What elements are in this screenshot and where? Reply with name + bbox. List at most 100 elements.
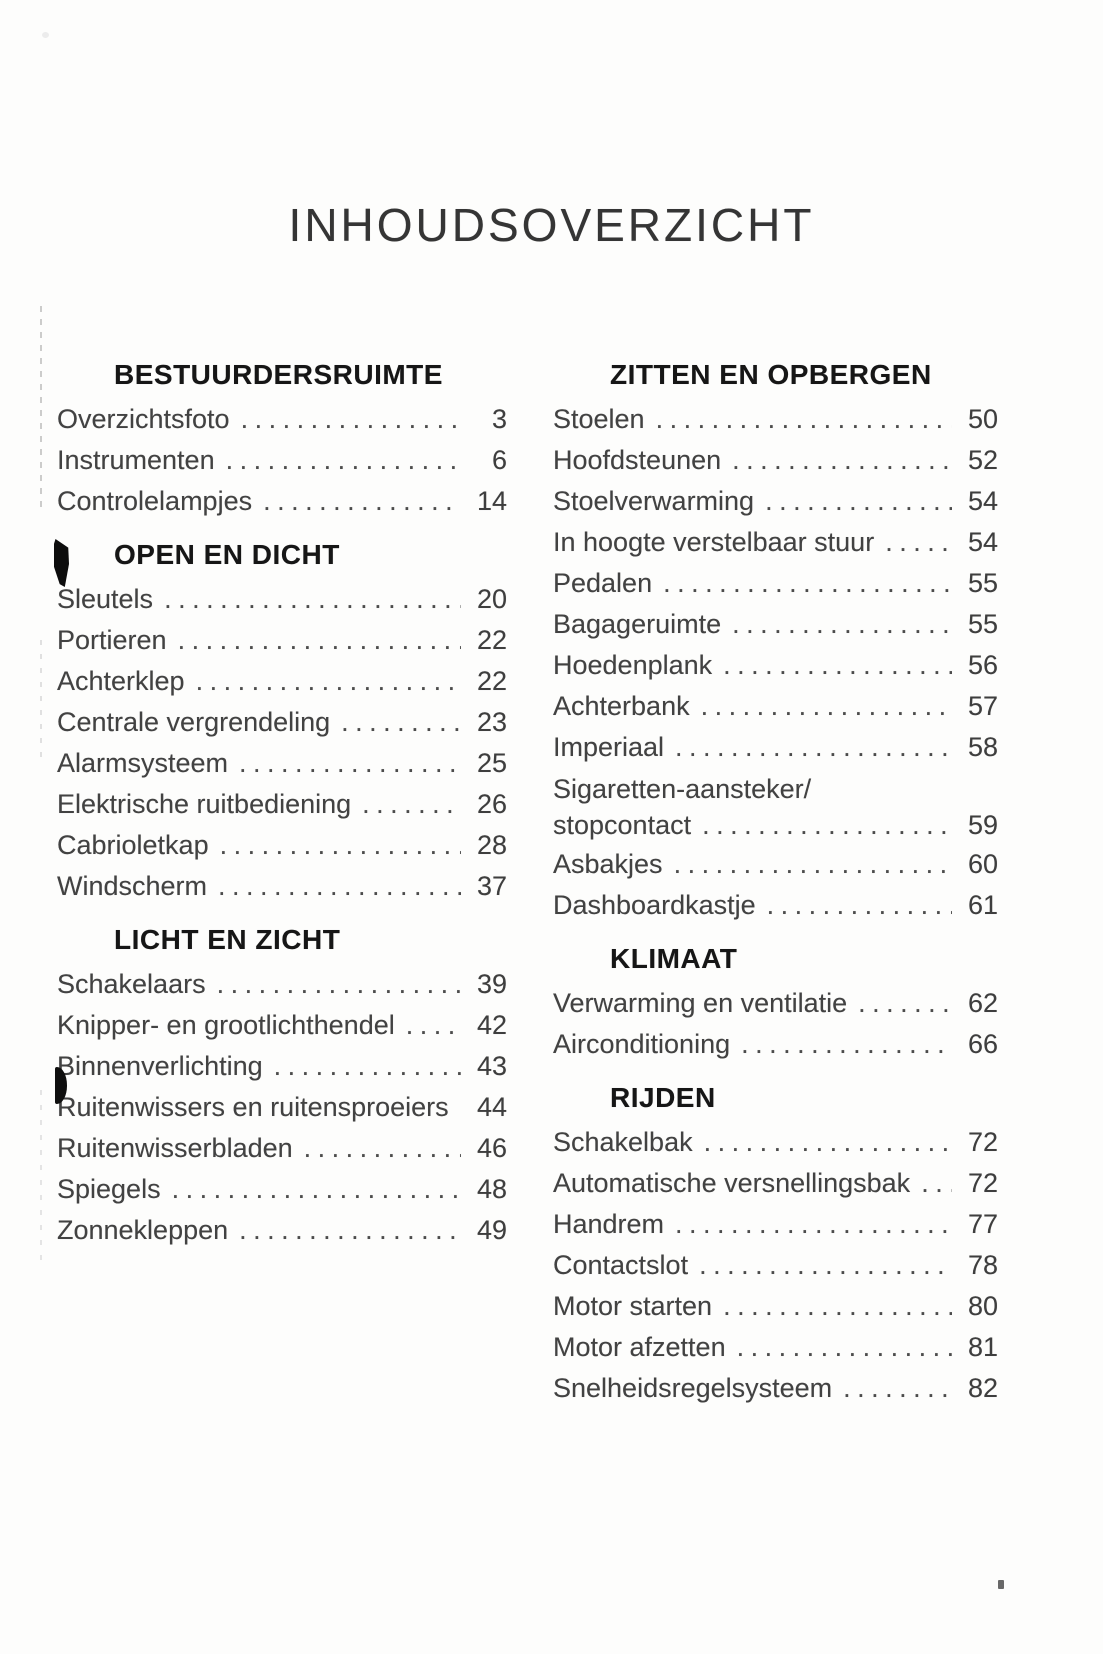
toc-item: Ruitenwisserbladen......................…	[57, 1128, 507, 1169]
toc-item: Alarmsysteem............................…	[57, 743, 507, 784]
toc-item-page: 78	[967, 1250, 998, 1280]
toc-item-label: Hoofdsteunen	[553, 445, 722, 475]
toc-item: Motor starten...........................…	[553, 1286, 998, 1327]
toc-item-label: In hoogte verstelbaar stuur	[553, 527, 875, 557]
toc-item-page: 46	[476, 1133, 507, 1163]
dot-leader: ........................................…	[341, 707, 461, 737]
toc-item: stopcontact.............................…	[553, 807, 998, 844]
toc-item: In hoogte verstelbaar stuur.............…	[553, 522, 998, 563]
toc-item: Instrumenten............................…	[57, 440, 507, 481]
dot-leader: ........................................…	[216, 969, 461, 999]
toc-item-label: Cabrioletkap	[57, 830, 209, 860]
toc-item-page: 3	[491, 404, 507, 434]
dot-leader: ........................................…	[273, 1051, 461, 1081]
toc-item-label: Knipper- en grootlichthendel	[57, 1010, 395, 1040]
toc-item-page: 60	[967, 849, 998, 879]
toc-item: Pedalen.................................…	[553, 563, 998, 604]
toc-item-label: Instrumenten	[57, 445, 215, 475]
toc-item-label: Contactslot	[553, 1250, 689, 1280]
toc-item-label: Binnenverlichting	[57, 1051, 263, 1081]
toc-item: Binnenverlichting.......................…	[57, 1046, 507, 1087]
toc-item-page: 48	[476, 1174, 507, 1204]
toc-item-label: Hoedenplank	[553, 650, 713, 680]
toc-item: Automatische versnellingsbak............…	[553, 1163, 998, 1204]
toc-item-page: 39	[476, 969, 507, 999]
toc-item-label: Stoelen	[553, 404, 645, 434]
toc-item: Ruitenwissers en ruitensproeiers........…	[57, 1087, 507, 1128]
toc-section-heading: LICHT EN ZICHT	[114, 924, 341, 955]
toc-item-label: Portieren	[57, 625, 167, 655]
toc-item-page: 55	[967, 609, 998, 639]
toc-item-page: 42	[476, 1010, 507, 1040]
toc-item: Elektrische ruitbediening...............…	[57, 784, 507, 825]
toc-item-page: 80	[967, 1291, 998, 1321]
dot-leader: ........................................…	[171, 1174, 461, 1204]
toc-item-page: 50	[967, 404, 998, 434]
ink-smudge	[54, 539, 69, 587]
dot-leader: ........................................…	[723, 650, 952, 680]
toc-item-page: 54	[967, 527, 998, 557]
dot-leader: ........................................…	[702, 810, 952, 840]
toc-item-page: 54	[967, 486, 998, 516]
toc-item: Hoedenplank.............................…	[553, 645, 998, 686]
toc-item-page: 82	[967, 1373, 998, 1403]
toc-item-label: Motor afzetten	[553, 1332, 726, 1362]
toc-item: Knipper- en grootlichthendel............…	[57, 1005, 507, 1046]
toc-item-label: Sleutels	[57, 584, 154, 614]
dot-leader: ........................................…	[766, 890, 952, 920]
dot-leader: ........................................…	[303, 1133, 461, 1163]
toc-item-label: Controlelampjes	[57, 486, 253, 516]
toc-item: Windscherm..............................…	[57, 866, 507, 907]
toc-item-label: stopcontact	[553, 810, 692, 840]
toc-item-page: 26	[476, 789, 507, 819]
toc-item: Contactslot.............................…	[553, 1245, 998, 1286]
dot-leader: ........................................…	[240, 404, 461, 434]
dot-leader: ........................................…	[195, 666, 461, 696]
toc-item-label: Bagageruimte	[553, 609, 722, 639]
scan-binding-line	[40, 640, 42, 760]
dot-leader: ........................................…	[736, 1332, 952, 1362]
dot-leader: ........................................…	[843, 1373, 952, 1403]
toc-item-page: 62	[967, 988, 998, 1018]
toc-item-page: 66	[967, 1029, 998, 1059]
toc-item: Sigaretten-aansteker/	[553, 772, 998, 807]
toc-item: Sleutels................................…	[57, 579, 507, 620]
toc-column: ZITTEN EN OPBERGEN Stoelen...............…	[553, 342, 998, 1409]
toc-section-heading: OPEN EN DICHT	[114, 539, 340, 570]
dot-leader: ........................................…	[225, 445, 461, 475]
toc-item-label: Overzichtsfoto	[57, 404, 230, 434]
toc-item-label: Handrem	[553, 1209, 665, 1239]
toc-item: Schakelbak..............................…	[553, 1122, 998, 1163]
toc-item-page: 52	[967, 445, 998, 475]
toc-item-label: Verwarming en ventilatie	[553, 988, 848, 1018]
toc-item-page: 57	[967, 691, 998, 721]
toc-section-heading: ZITTEN EN OPBERGEN	[610, 359, 932, 390]
toc-item-page: 25	[476, 748, 507, 778]
toc-item-page: 61	[967, 890, 998, 920]
dot-leader: ........................................…	[673, 849, 952, 879]
toc-item-page: 23	[476, 707, 507, 737]
toc-item: Asbakjes................................…	[553, 844, 998, 885]
toc-item: Motor afzetten..........................…	[553, 1327, 998, 1368]
toc-item: Stoelverwarming.........................…	[553, 481, 998, 522]
dot-leader: ........................................…	[460, 1087, 461, 1128]
toc-item-page: 55	[967, 568, 998, 598]
toc-item-label: Snelheidsregelsysteem	[553, 1373, 833, 1403]
toc-item: Imperiaal...............................…	[553, 727, 998, 768]
toc-item: Spiegels................................…	[57, 1169, 507, 1210]
toc-item-page: 22	[476, 625, 507, 655]
dot-leader: ........................................…	[177, 625, 461, 655]
dot-leader: ........................................…	[362, 789, 461, 819]
toc-item: Verwarming en ventilatie................…	[553, 983, 998, 1024]
toc-item: Hoofdsteunen............................…	[553, 440, 998, 481]
toc-item: Centrale vergrendeling..................…	[57, 702, 507, 743]
dot-leader: ........................................…	[239, 1215, 461, 1245]
toc-item-label: Achterbank	[553, 691, 690, 721]
toc-item-label: Motor starten	[553, 1291, 713, 1321]
toc-item-label: Imperiaal	[553, 732, 665, 762]
toc-item-page: 43	[476, 1051, 507, 1081]
toc-item-label: Centrale vergrendeling	[57, 707, 331, 737]
toc-item-label: Sigaretten-aansteker/	[553, 774, 812, 804]
dot-leader: ........................................…	[263, 486, 461, 516]
toc-item: Controlelampjes.........................…	[57, 481, 507, 522]
